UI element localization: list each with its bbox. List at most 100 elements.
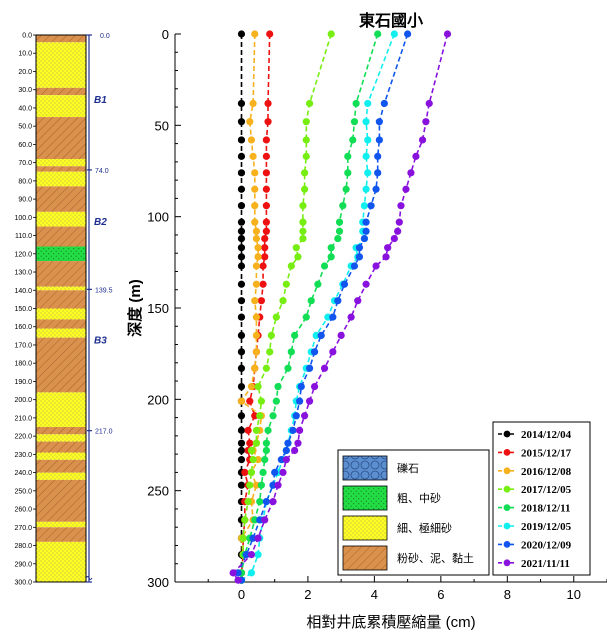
data-point [310,348,319,356]
strata-layer-clay [36,226,86,247]
bench-depth-label: 139.5 [95,287,113,294]
data-point [287,262,295,270]
data-point [425,99,433,108]
data-point [262,498,270,506]
data-point [282,456,290,464]
data-point [291,446,299,455]
data-point [247,382,256,391]
strata-layer-sand [36,308,86,320]
data-point [307,297,315,305]
y-tick-label: 300 [147,575,169,590]
data-point [374,152,382,160]
data-point [251,218,259,226]
data-point [284,364,292,372]
data-point [362,227,370,235]
data-point [327,244,335,252]
data-point [261,253,269,261]
series-line [240,33,379,581]
data-point [294,253,302,261]
data-point [259,262,267,270]
strata-layer-sand [36,171,86,187]
data-point [394,227,402,235]
y-axis-label: 深度 (m) [126,279,144,337]
bench-depth-label: 74.0 [95,168,109,175]
data-point [257,397,265,405]
data-point [390,30,398,38]
data-point [247,136,256,144]
strata-layer-sand [36,328,86,338]
data-point [237,439,246,447]
data-point [237,297,246,305]
data-point [256,498,264,506]
data-point [334,234,342,243]
legend-marker [503,504,511,511]
data-point [302,152,310,160]
lithology-swatch-clay [342,545,388,571]
data-point [254,534,262,542]
data-point [354,297,362,305]
strata-layer-clay [36,87,86,96]
data-point [229,569,237,577]
data-point [271,468,279,476]
data-point [355,253,364,261]
well-bottom-mark [85,576,93,580]
data-point [284,439,292,447]
data-point [334,297,342,305]
strata-layer-clay [36,337,86,393]
data-point [362,218,370,226]
strata-layer-sand [36,286,86,291]
data-point [312,331,320,339]
data-point [251,516,259,524]
data-point [247,569,256,577]
bench-name-label: B3 [94,335,107,346]
strata-layer-clay [36,459,86,473]
strata-column: 0.0 10.0 20.0 30.0 40.0 50.0 60.0 70.0 80.0 90.0 1… [14,33,112,587]
data-point [301,412,309,420]
lithology-swatch-coarse [342,485,388,511]
data-point [259,280,267,288]
data-point [418,136,427,144]
data-point [264,118,272,126]
lithology-label: 粗、中砂 [397,492,441,505]
data-point [251,185,259,193]
data-point [237,185,246,193]
strata-layer-sand [36,452,86,460]
data-point [237,382,246,391]
strata-depth-label: 160.0 [14,324,32,331]
data-point [251,30,259,38]
data-point [264,426,272,434]
data-point [384,244,392,252]
strata-layer-sand [36,392,86,428]
data-point [274,382,282,391]
strata-layer-clay [36,479,86,522]
data-point [251,297,259,305]
data-point [412,152,420,160]
data-point [382,253,390,261]
data-point [254,551,262,559]
strata-layer-clay [36,261,86,287]
data-point [407,169,415,177]
data-point [301,169,309,177]
strata-layer-clay [36,186,86,212]
data-point [262,446,270,455]
data-point [261,516,269,524]
data-point [360,202,369,210]
data-point [362,280,370,288]
data-point [237,280,246,288]
strata-depth-label: 30.0 [18,87,32,94]
strata-layer-sand [36,95,86,118]
legend-label: 2017/12/05 [521,484,572,496]
data-point [252,227,261,235]
data-point [246,481,254,489]
lithology-label: 礫石 [397,461,419,475]
strata-layer-clay [36,290,86,309]
strata-layer-clay [36,166,86,172]
strata-layer-sand [36,158,86,167]
data-point [237,99,246,108]
data-point [272,313,280,321]
data-point [237,364,246,372]
strata-depth-ticks: 0.0 10.0 20.0 30.0 40.0 50.0 60.0 70.0 80.0 90.0 1… [14,33,36,587]
strata-depth-label: 270.0 [14,525,32,532]
